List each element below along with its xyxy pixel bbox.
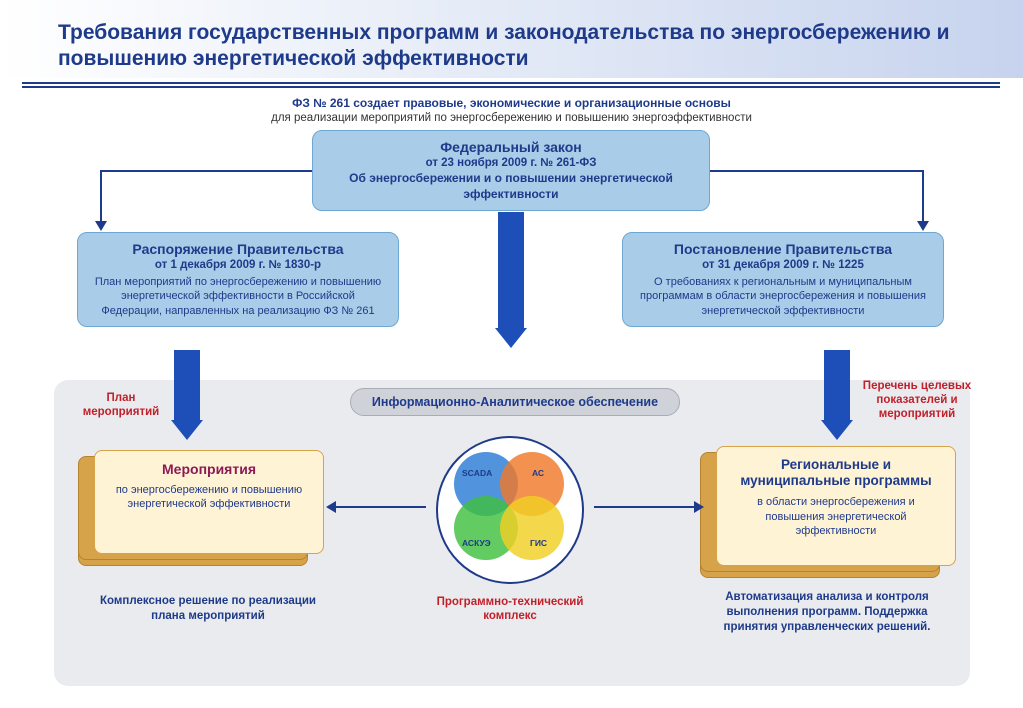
federal-law-body: Об энергосбережении и о повышении энерге… — [327, 171, 695, 202]
venn-diagram: SCADA АС АСКУЭ ГИС — [436, 436, 584, 584]
label-perechen: Перечень целевых показателей и мероприят… — [862, 380, 972, 421]
label-right-bottom: Автоматизация анализа и контроля выполне… — [702, 590, 952, 635]
card-meropriyatiya: Мероприятия по энергосбережению и повыше… — [78, 450, 322, 570]
connector-r-h — [710, 170, 924, 172]
right-arrow-shaft — [824, 350, 850, 420]
left-box-body: План мероприятий по энергосбережению и п… — [92, 275, 384, 318]
center-arrow-shaft — [498, 212, 524, 328]
center-arrow-head — [495, 328, 527, 348]
arrow-venn-right — [594, 506, 694, 508]
right-box-body: О требованиях к региональным и муниципал… — [637, 275, 929, 318]
connector-r-head — [917, 221, 929, 231]
label-plan: План мероприятий — [76, 392, 166, 420]
left-box-date: от 1 декабря 2009 г. № 1830-р — [92, 259, 384, 271]
right-card-body: в области энергосбережения и повышения э… — [731, 495, 941, 538]
connector-r-v — [922, 170, 924, 222]
venn-label-ac: АС — [532, 468, 544, 478]
rule-top — [22, 82, 1000, 84]
right-box-title: Постановление Правительства — [637, 241, 929, 257]
venn-label-askue: АСКУЭ — [462, 538, 491, 548]
venn-gis — [500, 496, 564, 560]
label-left-bottom: Комплексное решение по реализации плана … — [88, 594, 328, 624]
federal-law-date: от 23 ноября 2009 г. № 261-ФЗ — [327, 157, 695, 169]
pill-info-analytic: Информационно-Аналитическое обеспечение — [350, 388, 680, 416]
card-regional: Региональные и муниципальные программы в… — [700, 446, 956, 580]
venn-label-gis: ГИС — [530, 538, 547, 548]
box-postanovlenie: Постановление Правительства от 31 декабр… — [622, 232, 944, 327]
connector-l-v — [100, 170, 102, 222]
box-rasporyazhenie: Распоряжение Правительства от 1 декабря … — [77, 232, 399, 327]
left-arrow-shaft — [174, 350, 200, 420]
box-federal-law: Федеральный закон от 23 ноября 2009 г. №… — [312, 130, 710, 211]
left-box-title: Распоряжение Правительства — [92, 241, 384, 257]
right-box-date: от 31 декабря 2009 г. № 1225 — [637, 259, 929, 271]
page-title: Требования государственных программ и за… — [58, 20, 978, 73]
left-card-body: по энергосбережению и повышению энергети… — [109, 483, 309, 512]
left-arrow-head — [171, 420, 203, 440]
label-center-bottom: Программно-технический комплекс — [420, 596, 600, 624]
subtitle-plain: для реализации мероприятий по энергосбер… — [0, 112, 1023, 124]
right-card-title: Региональные и муниципальные программы — [731, 457, 941, 489]
federal-law-title: Федеральный закон — [327, 139, 695, 155]
arrow-venn-left-head — [326, 501, 336, 513]
arrow-venn-right-head — [694, 501, 704, 513]
rule-top-2 — [22, 86, 1000, 88]
arrow-venn-left — [336, 506, 426, 508]
left-card-title: Мероприятия — [109, 461, 309, 477]
subtitle-bold: ФЗ № 261 создает правовые, экономические… — [0, 96, 1023, 110]
connector-l-head — [95, 221, 107, 231]
connector-l-h — [100, 170, 312, 172]
right-arrow-head — [821, 420, 853, 440]
venn-label-scada: SCADA — [462, 468, 492, 478]
